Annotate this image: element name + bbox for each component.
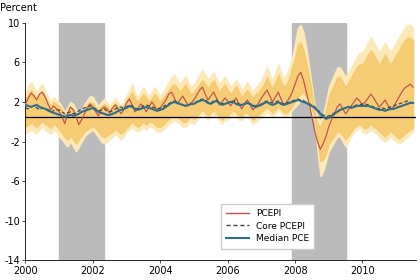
Legend: PCEPI, Core PCEPI, Median PCE: PCEPI, Core PCEPI, Median PCE xyxy=(220,204,315,249)
Bar xyxy=(292,23,346,260)
Text: Percent: Percent xyxy=(0,3,37,13)
Bar xyxy=(59,23,104,260)
